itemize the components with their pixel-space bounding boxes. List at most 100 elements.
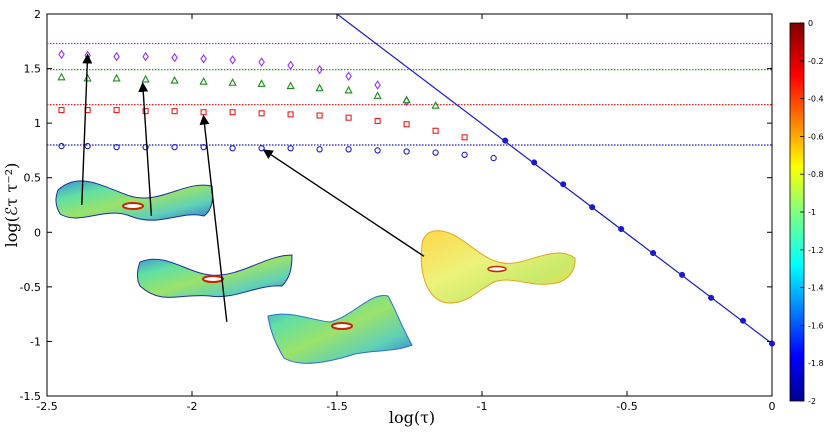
data-point-series-1	[286, 81, 295, 90]
data-point-series-3	[403, 148, 410, 155]
data-point-series-2	[345, 114, 352, 121]
data-point-series-3	[345, 146, 352, 153]
data-point-series-0	[345, 71, 352, 81]
y-tick-label: -1.5	[20, 390, 41, 403]
data-point-series-1	[402, 95, 411, 104]
data-point-series-4	[739, 317, 747, 324]
data-point-series-1	[57, 72, 66, 81]
data-point-series-3	[142, 144, 149, 151]
data-point-series-4	[560, 181, 567, 188]
data-point-series-4	[708, 294, 715, 301]
data-point-series-1	[257, 79, 266, 87]
inset-sheet-4	[420, 230, 576, 304]
data-point-series-4	[589, 204, 596, 211]
colorbar-tick-label: -0.4	[808, 95, 824, 104]
data-point-series-0	[113, 51, 120, 62]
data-point-series-3	[229, 145, 236, 152]
annotation-arrow-3	[262, 149, 425, 257]
data-point-series-0	[374, 80, 381, 90]
data-point-series-2	[142, 108, 149, 115]
y-tick-label: -1	[30, 335, 41, 348]
data-point-series-0	[171, 52, 178, 63]
y-axis-title: log(ℰτ τ⁻²)	[2, 163, 21, 248]
data-point-series-1	[112, 73, 121, 82]
data-point-series-4	[650, 249, 657, 257]
data-point-series-0	[200, 53, 207, 64]
data-point-series-3	[374, 147, 381, 154]
inset-surfaces	[55, 180, 576, 364]
y-tick-label: 0	[34, 226, 41, 239]
x-tick-label: 0	[769, 400, 776, 413]
data-point-series-1	[373, 91, 382, 99]
data-point-series-3	[316, 146, 323, 153]
data-point-series-1	[344, 85, 353, 94]
data-point-series-3	[58, 142, 65, 150]
colorbar-tick-label: -0.8	[808, 170, 824, 179]
inset-sheet-1	[55, 180, 214, 221]
data-point-series-2	[316, 112, 323, 119]
data-point-series-4	[531, 159, 538, 166]
data-point-series-0	[229, 55, 236, 65]
data-point-series-1	[431, 101, 440, 109]
y-tick-label: 0.5	[24, 172, 42, 185]
data-point-series-2	[113, 106, 120, 114]
data-point-series-4	[618, 225, 625, 233]
data-point-series-1	[228, 78, 237, 86]
annotation-arrow-1	[138, 81, 153, 216]
data-point-series-2	[229, 109, 236, 116]
colorbar-tick-label: -1.6	[808, 321, 824, 330]
data-point-series-0	[287, 60, 294, 71]
inset-sheet-2	[136, 254, 293, 298]
colorbar-tick-label: -0.2	[808, 57, 824, 66]
colorbar-tick-label: -0.6	[808, 132, 824, 141]
data-point-series-2	[171, 108, 178, 115]
data-point-series-3	[258, 145, 265, 152]
colorbar-tick-label: -1	[808, 208, 816, 217]
y-tick-label: 2	[34, 8, 41, 21]
annotation-arrow-2	[199, 114, 228, 322]
data-point-series-0	[142, 51, 149, 62]
colorbar-tick-label: -1.8	[808, 359, 824, 368]
data-point-series-3	[84, 142, 91, 150]
data-point-series-1	[199, 76, 208, 85]
colorbar-tick-label: 0	[808, 19, 813, 28]
data-point-series-1	[170, 75, 179, 84]
y-tick-label: -0.5	[20, 281, 41, 294]
data-point-series-0	[316, 64, 323, 75]
data-point-series-2	[258, 110, 265, 117]
data-point-series-3	[200, 144, 207, 151]
annotation-arrow-0	[81, 53, 93, 206]
x-tick-label: -2.5	[36, 400, 57, 413]
inset-sheet-3	[267, 295, 413, 364]
data-point-series-1	[315, 83, 324, 92]
data-point-series-2	[287, 111, 294, 118]
colorbar-tick-label: -1.2	[808, 246, 824, 255]
data-point-series-3	[113, 144, 120, 151]
data-point-series-2	[374, 117, 381, 125]
fit-line	[336, 13, 773, 345]
x-tick-label: -1.5	[326, 400, 347, 413]
x-axis-title: log(τ)	[389, 408, 435, 427]
data-point-series-3	[461, 151, 468, 158]
x-tick-label: -2	[187, 400, 198, 413]
data-point-series-0	[258, 57, 265, 67]
data-point-series-2	[58, 106, 65, 114]
data-point-series-4	[679, 271, 686, 278]
y-tick-label: 1	[34, 117, 41, 130]
data-point-series-2	[403, 121, 410, 128]
data-point-series-2	[461, 134, 468, 141]
data-point-series-4	[768, 340, 776, 347]
x-tick-label: -0.5	[616, 400, 637, 413]
data-point-series-2	[432, 127, 439, 134]
x-tick-label: -1	[477, 400, 488, 413]
data-point-series-3	[171, 144, 178, 151]
colorbar-tick-label: -2	[808, 397, 816, 406]
data-point-series-3	[287, 145, 294, 152]
colorbar-tick-label: -1.4	[808, 284, 824, 293]
y-tick-label: 1.5	[24, 63, 42, 76]
data-point-series-3	[432, 149, 439, 156]
data-point-series-1	[83, 73, 92, 82]
data-point-series-4	[502, 137, 509, 144]
data-point-series-0	[58, 49, 65, 60]
